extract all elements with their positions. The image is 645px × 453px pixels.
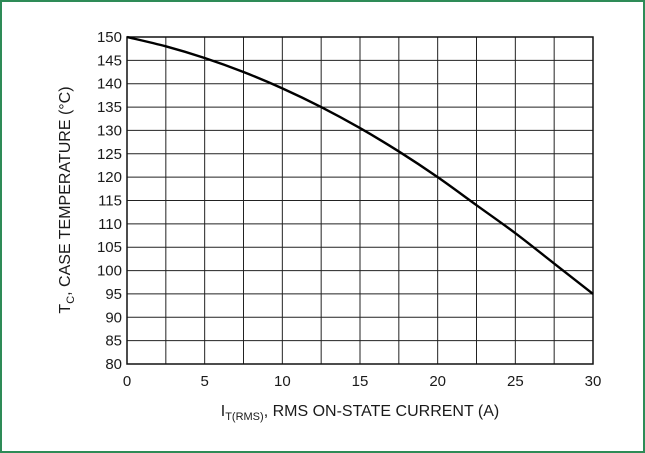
y-tick-label: 95 bbox=[105, 286, 122, 303]
y-tick-label: 100 bbox=[97, 263, 122, 280]
y-tick-label: 110 bbox=[98, 216, 122, 233]
y-tick-label: 130 bbox=[97, 122, 122, 139]
y-tick-label: 115 bbox=[98, 193, 122, 210]
x-tick-label: 0 bbox=[123, 373, 131, 390]
y-tick-label: 80 bbox=[105, 356, 122, 373]
y-tick-label: 85 bbox=[105, 333, 122, 350]
x-tick-label: 10 bbox=[274, 373, 291, 390]
y-tick-label: 145 bbox=[97, 52, 122, 69]
x-tick-label: 15 bbox=[352, 373, 369, 390]
x-tick-label: 30 bbox=[585, 373, 602, 390]
y-tick-label: 90 bbox=[105, 309, 122, 326]
y-axis-title: TC, CASE TEMPERATURE (°C) bbox=[57, 86, 77, 313]
y-tick-label: 105 bbox=[97, 239, 122, 256]
x-tick-label: 25 bbox=[507, 373, 524, 390]
series-line-case-temperature bbox=[126, 35, 594, 295]
y-tick-label: 135 bbox=[97, 99, 122, 116]
grid-lines bbox=[126, 36, 594, 365]
y-tick-label: 150 bbox=[97, 29, 122, 46]
y-tick-label: 125 bbox=[97, 146, 122, 163]
y-tick-label: 120 bbox=[97, 169, 122, 186]
x-tick-label: 5 bbox=[200, 373, 208, 390]
x-tick-label: 20 bbox=[429, 373, 446, 390]
plot-area-border bbox=[126, 36, 594, 365]
y-tick-labels: 80 85 90 95 100 105 110 115 120 125 130 135 140 145 15… bbox=[97, 29, 122, 373]
x-axis-title: IT(RMS), RMS ON-STATE CURRENT (A) bbox=[221, 403, 500, 423]
y-tick-label: 140 bbox=[97, 76, 122, 93]
x-tick-labels: 0 5 10 15 20 25 30 bbox=[123, 373, 602, 390]
